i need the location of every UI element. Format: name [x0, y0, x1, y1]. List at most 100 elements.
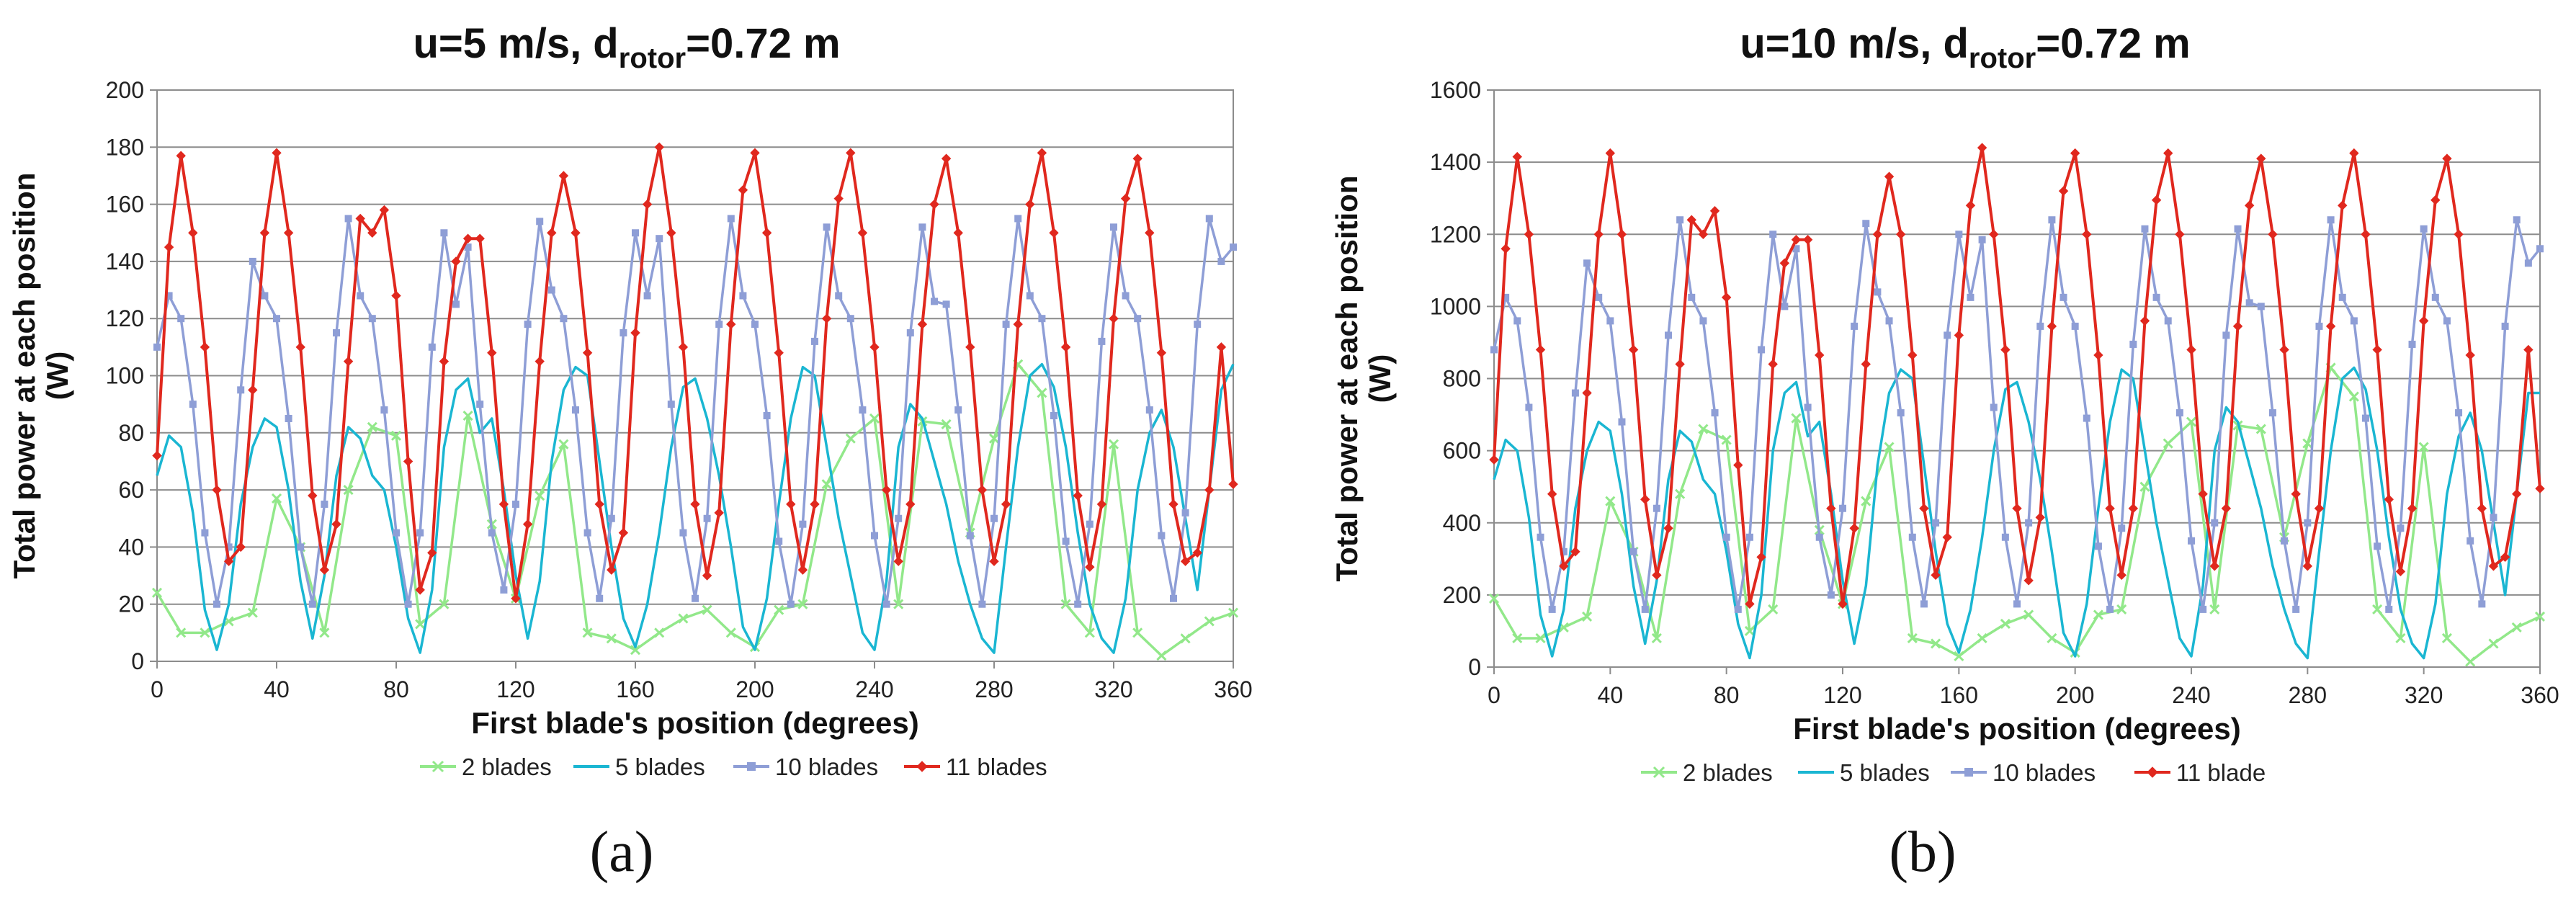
chart-b-point-2 — [1582, 611, 1593, 622]
chart-a-point-2 — [1060, 599, 1071, 609]
chart-a-point-10 — [273, 315, 280, 323]
chart-b-point-10 — [1944, 331, 1951, 339]
chart-a-point-2 — [1156, 651, 1167, 661]
chart-b-point-10 — [2257, 303, 2265, 310]
chart-b-y-tick-label: 1400 — [1430, 149, 1481, 175]
chart-a-point-10 — [667, 401, 675, 408]
chart-b-point-10 — [2094, 542, 2102, 550]
chart-a-point-11 — [1192, 547, 1202, 558]
chart-b-point-2 — [1605, 496, 1616, 506]
chart-b-point-11 — [1872, 229, 1883, 239]
chart-b-point-10 — [2524, 259, 2532, 267]
chart-a-point-10 — [488, 529, 496, 537]
chart-b-point-10 — [2513, 216, 2521, 224]
chart-a-point-11 — [750, 148, 760, 158]
chart-b-point-11 — [2105, 504, 2115, 514]
chart-a-point-10 — [715, 321, 723, 328]
chart-a-point-10 — [249, 257, 256, 265]
chart-a-point-11 — [164, 242, 174, 252]
chart-a-point-2 — [151, 587, 163, 598]
chart-b-legend-marker — [2147, 766, 2158, 778]
chart-b-point-10 — [2152, 293, 2160, 301]
chart-b-point-10 — [1955, 231, 1963, 238]
chart-b-point-2 — [2139, 481, 2150, 492]
chart-a-point-10 — [1134, 315, 1142, 323]
chart-b-point-11 — [1756, 552, 1766, 563]
chart-b-point-10 — [1618, 418, 1626, 426]
panel-label-b: (b) — [1889, 821, 1956, 884]
chart-a-point-10 — [297, 543, 305, 551]
chart-b-point-11 — [1884, 171, 1895, 182]
chart-a-point-11 — [1013, 319, 1023, 329]
chart-a-x-tick-label: 120 — [496, 676, 535, 702]
chart-a-point-10 — [321, 500, 328, 508]
chart-b-point-11 — [1745, 599, 1755, 609]
chart-b-point-10 — [2431, 293, 2439, 301]
chart-a-point-10 — [918, 223, 926, 231]
chart-a-y-tick-label: 120 — [106, 305, 144, 331]
chart-a-point-11 — [1132, 153, 1142, 164]
chart-a-y-axis-unit: (W) — [40, 352, 74, 401]
chart-b-point-10 — [2281, 537, 2289, 545]
chart-b-legend-label: 11 blade — [2176, 759, 2266, 786]
chart-b-point-2 — [1744, 625, 1755, 636]
chart-b-point-10 — [2245, 299, 2253, 307]
chart-a-point-10 — [201, 529, 209, 537]
chart-b-point-10 — [2036, 322, 2044, 330]
chart-b-point-11 — [2500, 552, 2510, 563]
chart-b-point-10 — [2234, 225, 2242, 233]
chart-a-point-11 — [439, 356, 450, 367]
chart-b-point-11 — [2139, 316, 2150, 326]
chart-b-point-2 — [1791, 413, 1802, 424]
chart-b-legend-item-11: 11 blade — [2134, 759, 2266, 786]
chart-b-point-11 — [1593, 229, 1604, 239]
chart-b-point-11 — [1838, 599, 1848, 609]
chart-a-series-line-2 — [156, 362, 1234, 657]
chart-b-point-11 — [2082, 229, 2092, 239]
chart-a-point-10 — [536, 218, 544, 225]
chart-a-point-11 — [259, 228, 270, 238]
chart-a-point-10 — [1158, 532, 1166, 540]
chart-a-point-11 — [1037, 148, 1047, 158]
chart-a-point-10 — [739, 292, 747, 300]
chart-a-point-11 — [1025, 199, 1035, 210]
chart-b-point-11 — [2012, 504, 2022, 514]
chart-a-point-10 — [344, 215, 352, 223]
chart-a-legend-label: 10 blades — [775, 754, 878, 780]
chart-b-point-11 — [2232, 321, 2243, 331]
chart-b-point-2 — [2047, 632, 2057, 644]
chart-a-point-10 — [213, 600, 220, 608]
chart-a-point-11 — [989, 556, 999, 566]
chart-a-point-2 — [821, 479, 832, 490]
chart-a-point-2 — [869, 413, 880, 424]
chart-a-point-11 — [1073, 491, 1083, 501]
chart-a-point-11 — [487, 348, 497, 358]
chart-a-legend-label: 2 blades — [462, 754, 552, 780]
chart-b-point-11 — [1663, 523, 1673, 533]
chart-a-point-10 — [775, 537, 783, 545]
chart-a-point-11 — [654, 142, 664, 153]
chart-b-point-2 — [1861, 496, 1871, 506]
chart-b-point-10 — [1851, 322, 1859, 330]
chart-b-point-10 — [1595, 293, 1603, 301]
chart-b-point-10 — [1978, 236, 1986, 243]
chart-b-point-11 — [2256, 153, 2266, 164]
chart-a-point-2 — [797, 599, 808, 609]
chart-b-point-2 — [2465, 656, 2476, 667]
chart-a-point-11 — [475, 233, 485, 243]
chart-a-point-11 — [905, 499, 916, 509]
chart-b-point-11 — [2151, 195, 2162, 205]
chart-b-point-2 — [2348, 391, 2359, 402]
chart-b-point-10 — [2164, 317, 2172, 325]
chart-a-point-11 — [786, 499, 796, 509]
chart-a-point-2 — [200, 627, 210, 638]
chart-a-point-11 — [522, 519, 533, 529]
chart-b-point-10 — [2455, 409, 2463, 417]
chart-a-point-11 — [666, 228, 676, 238]
chart-a-point-10 — [1038, 315, 1046, 323]
chart-b-point-11 — [2523, 344, 2533, 355]
chart-b-point-2 — [1907, 632, 1918, 644]
chart-a-point-2 — [988, 433, 1000, 444]
chart-b-point-10 — [2350, 317, 2358, 325]
chart-b-point-11 — [1605, 148, 1616, 158]
